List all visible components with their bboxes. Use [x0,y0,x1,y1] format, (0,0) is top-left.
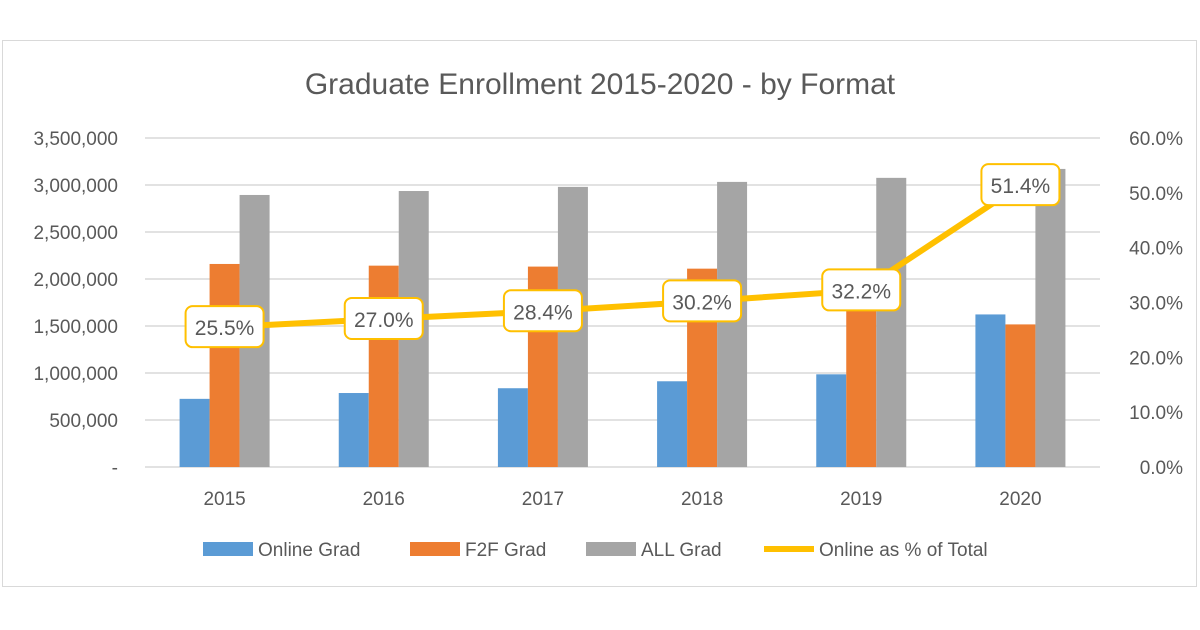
data-label-box [184,305,265,349]
data-label: 25.5% [195,317,255,340]
y-left-tick-label: 2,000,000 [33,270,118,291]
data-label-box [662,279,743,323]
x-tick-label: 2016 [363,489,405,510]
bar-all-grad [876,177,907,467]
bar-online-grad [497,388,528,467]
bar-all-grad [717,181,748,467]
bar-f2f-grad [1005,324,1036,467]
data-label: 28.4% [513,301,573,324]
y-left-tick-label: - [112,458,118,479]
x-tick-label: 2017 [522,489,564,510]
chart-title: Graduate Enrollment 2015-2020 - by Forma… [305,68,896,101]
bar-online-grad [816,374,847,467]
y-right-tick-label: 40.0% [1129,239,1183,260]
y-right-tick-label: 10.0% [1129,403,1183,424]
data-label: 27.0% [354,309,414,332]
legend-swatch [203,542,253,556]
data-label-box [821,268,902,312]
x-tick-label: 2018 [681,489,723,510]
y-right-tick-label: 50.0% [1129,184,1183,205]
bar-online-grad [975,314,1006,467]
x-tick-label: 2019 [840,489,882,510]
legend-label: Online as % of Total [819,540,988,561]
y-left-tick-label: 2,500,000 [33,223,118,244]
y-right-tick-label: 0.0% [1140,458,1183,479]
data-label: 32.2% [831,280,891,303]
legend-label: Online Grad [258,540,360,561]
x-tick-label: 2015 [203,489,245,510]
bar-online-grad [657,381,688,467]
data-label-box [980,163,1061,207]
y-right-tick-label: 60.0% [1129,129,1183,150]
y-left-tick-label: 500,000 [49,411,118,432]
y-right-tick-label: 30.0% [1129,294,1183,315]
bar-online-grad [338,393,369,467]
chart-frame [2,40,1197,587]
data-label-box [343,296,424,340]
legend-swatch [410,542,460,556]
data-label: 30.2% [672,291,732,314]
y-left-tick-label: 1,500,000 [33,317,118,338]
y-right-tick-label: 20.0% [1129,348,1183,369]
bar-online-grad [179,398,210,467]
legend-label: F2F Grad [465,540,546,561]
data-label: 51.4% [991,175,1051,198]
bar-f2f-grad [368,265,399,467]
x-tick-label: 2020 [999,489,1041,510]
data-label-box [502,289,583,333]
bar-f2f-grad [209,263,240,467]
y-left-tick-label: 3,000,000 [33,176,118,197]
bar-all-grad [1035,168,1066,467]
legend-label: ALL Grad [641,540,722,561]
y-left-tick-label: 3,500,000 [33,129,118,150]
legend-swatch [586,542,636,556]
y-left-tick-label: 1,000,000 [33,364,118,385]
